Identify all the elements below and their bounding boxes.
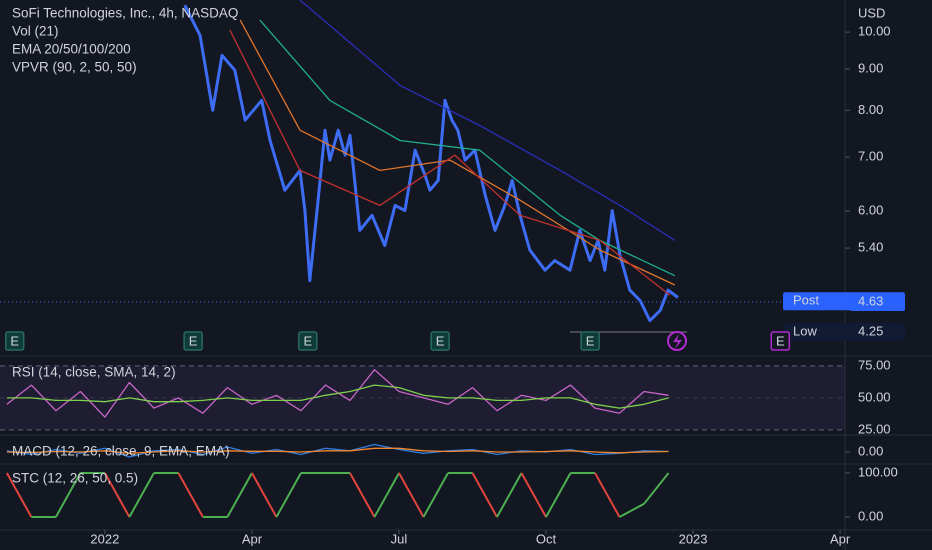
y-tick-label: 8.00	[858, 102, 883, 117]
stc-segment	[226, 472, 253, 518]
x-tick-label: 2022	[90, 531, 119, 546]
indicator-legend: Vol (21)	[12, 24, 59, 39]
plot-layer: 2022 Apr Jul Oct 2023 Apr 10.00 9.00 8.00 7.00 6.0…	[0, 0, 905, 546]
earnings-label: E	[586, 333, 595, 348]
earnings-marker	[580, 331, 600, 351]
stc-segment	[422, 472, 449, 518]
y-tick-label: 25.00	[858, 421, 891, 436]
series-line	[299, 0, 676, 241]
y-tick-label: 6.00	[858, 203, 883, 218]
x-tick-label: 2023	[679, 531, 708, 546]
earnings-marker	[430, 331, 450, 351]
y-tick-label: 5.40	[858, 240, 883, 255]
dividend-icon-bolt	[673, 334, 682, 349]
stc-segment	[5, 472, 33, 518]
y-tick-label: 0.00	[858, 508, 883, 523]
price-label-name: Post	[793, 293, 819, 308]
stc-segment	[275, 472, 302, 518]
price-label-value: 4.63	[858, 293, 883, 308]
stc-segment	[177, 472, 204, 518]
series-line	[239, 19, 676, 286]
earnings-marker	[770, 331, 791, 351]
y-tick-label: 50.00	[858, 389, 891, 404]
indicator-legend: EMA 20/50/100/200	[12, 42, 131, 57]
earnings-label: E	[10, 333, 19, 348]
y-tick-label: 10.00	[858, 24, 891, 39]
stc-segment	[643, 472, 670, 505]
stc-segment	[104, 472, 131, 518]
stc-segment	[619, 502, 645, 518]
y-tick-label: 9.00	[858, 60, 883, 75]
series-line	[229, 29, 671, 296]
axis-label: USD	[858, 5, 885, 20]
stc-segment	[520, 472, 547, 518]
price-label-box	[783, 322, 905, 341]
stc-segment	[55, 472, 82, 518]
price-label-name: Low	[793, 323, 817, 338]
y-tick-label: 75.00	[858, 357, 891, 372]
earnings-label: E	[189, 333, 198, 348]
stc-segment	[398, 472, 425, 518]
stc-segment	[128, 472, 155, 518]
earnings-label: E	[776, 333, 785, 348]
price-label-box	[850, 292, 905, 311]
earnings-marker	[183, 331, 203, 351]
stc-segment	[373, 472, 400, 518]
indicator-legend: VPVR (90, 2, 50, 50)	[12, 60, 137, 75]
stc-segment	[471, 472, 498, 518]
x-tick-label: Oct	[536, 531, 557, 546]
y-tick-label: 0.00	[858, 443, 883, 458]
indicator-legend: STC (12, 26, 50, 0.5)	[12, 471, 138, 486]
earnings-marker	[298, 331, 318, 351]
x-tick-label: Jul	[391, 531, 408, 546]
stc-segment	[251, 472, 278, 518]
indicator-legend: RSI (14, close, SMA, 14, 2)	[12, 365, 176, 380]
earnings-label: E	[303, 333, 312, 348]
dividend-icon	[667, 331, 687, 351]
earnings-label: E	[436, 333, 445, 348]
indicator-legend: MACD (12, 26, close, 9, EMA, EMA)	[12, 444, 230, 459]
y-tick-label: 7.00	[858, 149, 883, 164]
y-tick-label: 100.00	[858, 464, 898, 479]
earnings-marker	[4, 331, 25, 351]
stc-segment	[594, 472, 621, 518]
stc-segment	[545, 472, 572, 518]
stc-segment	[496, 472, 523, 518]
price-label-value: 4.25	[858, 323, 883, 338]
x-tick-label: Apr	[830, 531, 851, 546]
stc-segment	[349, 472, 376, 518]
chart-title: SoFi Technologies, Inc., 4h, NASDAQ	[12, 6, 238, 21]
x-tick-label: Apr	[242, 531, 263, 546]
series-line	[6, 447, 669, 454]
series-line	[6, 384, 669, 409]
